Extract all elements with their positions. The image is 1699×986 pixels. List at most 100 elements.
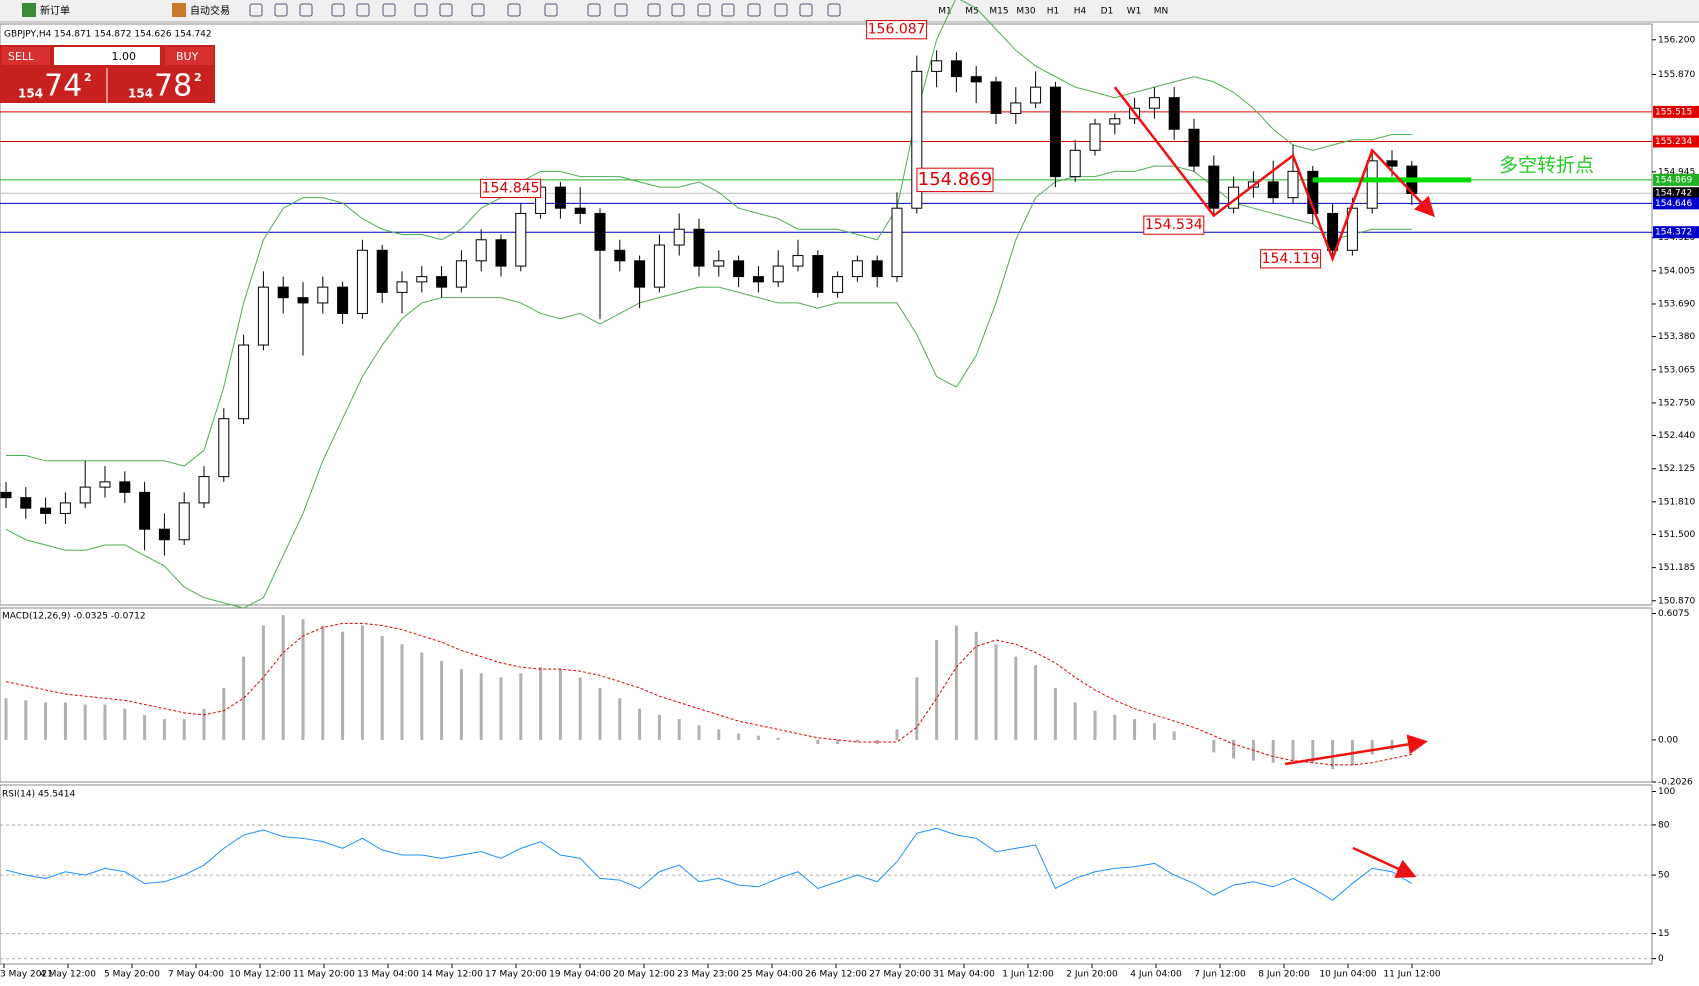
new-order-button[interactable]: 新订单 xyxy=(40,4,70,17)
candle-body xyxy=(653,244,665,288)
price-label: 154.119 xyxy=(1262,251,1320,267)
auto-trading-button[interactable]: 自动交易 xyxy=(190,4,230,17)
timeframe-button[interactable]: M1 xyxy=(938,7,952,17)
candle-body xyxy=(1089,123,1101,151)
x-tick-label: 26 May 12:00 xyxy=(805,970,867,980)
price-tag-label: 155.234 xyxy=(1655,137,1692,147)
volume-input[interactable] xyxy=(54,47,160,65)
toolbar xyxy=(0,0,1699,22)
candle-body xyxy=(416,276,428,283)
tool-icon xyxy=(774,3,788,17)
tool-icon xyxy=(414,3,428,17)
candle-body xyxy=(317,286,329,304)
y-tick-label: 154.945 xyxy=(1658,167,1695,177)
auto-trading-icon[interactable] xyxy=(172,3,186,17)
tool-icon xyxy=(299,3,313,17)
price-label-box xyxy=(1260,249,1322,269)
y-tick-label: 100 xyxy=(1658,787,1675,797)
trend-arrow xyxy=(1113,86,1436,263)
tool-icon xyxy=(827,3,841,17)
tool-icon xyxy=(614,3,628,17)
candle-body xyxy=(752,276,764,283)
trade-panel: SELL 1.00 BUY 154 74 2 154 78 2 xyxy=(0,45,215,104)
tool-icons xyxy=(249,3,841,17)
candle-body xyxy=(594,212,606,251)
macd-arrow xyxy=(1284,734,1428,766)
x-tick-label: 5 May 20:00 xyxy=(104,970,160,980)
price-tag xyxy=(1653,135,1699,148)
candle-body xyxy=(158,528,170,541)
sell-button[interactable] xyxy=(2,47,50,65)
buy-button[interactable] xyxy=(165,47,213,65)
buy-label[interactable]: BUY xyxy=(176,50,199,63)
candle-body xyxy=(178,502,190,541)
timeframe-button[interactable]: D1 xyxy=(1101,7,1114,17)
candle-body xyxy=(911,70,923,209)
candle-body xyxy=(515,212,527,267)
tool-icon xyxy=(799,3,813,17)
candle-body xyxy=(832,276,844,293)
price-tag xyxy=(1653,105,1699,118)
bollinger-upper xyxy=(6,0,1412,467)
y-tick-label: 50 xyxy=(1658,871,1670,881)
annotation: 多空转折点 xyxy=(1499,155,1594,177)
timeframe-button[interactable]: MN xyxy=(1154,7,1169,17)
price-tag xyxy=(1653,226,1699,239)
candle-body xyxy=(1327,212,1339,251)
x-tick-label: 31 May 04:00 xyxy=(933,970,995,980)
y-tick-label: 0 xyxy=(1658,954,1664,964)
price-label: 154.845 xyxy=(482,180,540,196)
tool-icon xyxy=(587,3,601,17)
candle-body xyxy=(436,276,448,288)
y-tick-label: 153.690 xyxy=(1658,299,1695,309)
candle-body xyxy=(634,260,646,288)
x-tick-label: 23 May 23:00 xyxy=(677,970,739,980)
main-panel xyxy=(0,23,1653,606)
y-tick-label: 150.870 xyxy=(1658,596,1695,606)
candle-body xyxy=(20,497,32,509)
candle-body xyxy=(1168,97,1180,130)
candle-body xyxy=(614,249,626,262)
price-tag xyxy=(1653,197,1699,210)
y-tick-label: 80 xyxy=(1658,820,1670,830)
price-label-box xyxy=(480,178,542,199)
candle-body xyxy=(871,260,883,278)
rsi-panel xyxy=(0,784,1653,965)
volume[interactable]: 1.00 xyxy=(112,50,137,63)
candle-body xyxy=(554,186,566,209)
tool-icon xyxy=(249,3,263,17)
timeframe-button[interactable]: H4 xyxy=(1074,7,1087,17)
bid-main: 74 xyxy=(44,69,82,104)
y-tick-label: -0.2026 xyxy=(1658,778,1693,788)
ask-sup: 2 xyxy=(194,71,202,84)
sell-label[interactable]: SELL xyxy=(8,50,35,63)
tool-icon xyxy=(471,3,485,17)
price-tag-label: 154.869 xyxy=(1655,175,1692,185)
x-tick-label: 7 Jun 12:00 xyxy=(1194,970,1246,980)
timeframe-button[interactable]: W1 xyxy=(1127,7,1142,17)
y-tick-label: 152.125 xyxy=(1658,464,1695,474)
candle-body xyxy=(0,491,12,499)
timeframe-button[interactable]: M30 xyxy=(1016,7,1035,17)
timeframe-button[interactable]: H1 xyxy=(1047,7,1060,17)
new-order-icon[interactable] xyxy=(22,3,36,17)
candle-body xyxy=(693,228,705,267)
price-label-box xyxy=(1143,215,1205,235)
x-tick-label: 14 May 12:00 xyxy=(421,970,483,980)
macd-signal xyxy=(5,622,1412,766)
x-tick-label: 7 May 04:00 xyxy=(168,970,224,980)
candle-body xyxy=(396,281,408,293)
x-tick-label: 25 May 04:00 xyxy=(741,970,803,980)
tool-icon xyxy=(747,3,761,17)
x-tick-label: 20 May 12:00 xyxy=(613,970,675,980)
rsi-arrow xyxy=(1352,846,1417,878)
timeframe-button[interactable]: M5 xyxy=(965,7,979,17)
candle-body xyxy=(99,481,111,488)
tool-icon xyxy=(671,3,685,17)
macd-title: MACD(12,26,9) -0.0325 -0.0712 xyxy=(2,612,146,622)
tool-icon xyxy=(331,3,345,17)
x-tick-label: 3 May 2021 xyxy=(0,970,53,980)
x-tick-label: 10 Jun 04:00 xyxy=(1319,970,1376,980)
timeframe-button[interactable]: M15 xyxy=(989,7,1008,17)
candle-body xyxy=(1109,118,1121,125)
